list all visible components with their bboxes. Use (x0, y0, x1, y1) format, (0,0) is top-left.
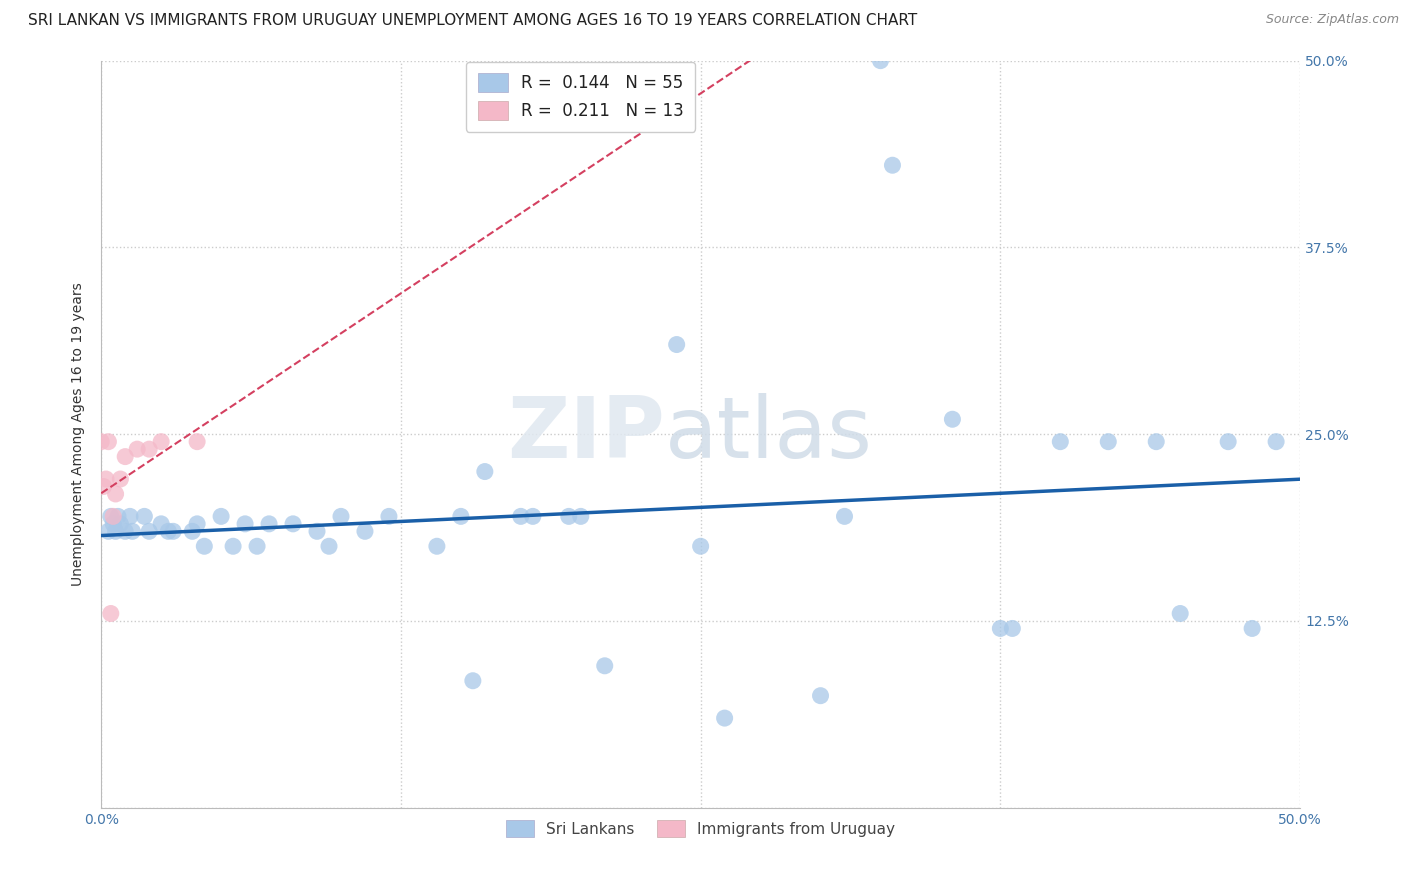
Point (93, 479, 115, 493)
Point (522, 509, 544, 524)
Point (810, 689, 832, 703)
Legend: Sri Lankans, Immigrants from Uruguay: Sri Lankans, Immigrants from Uruguay (499, 812, 903, 845)
Point (118, 509, 141, 524)
Point (157, 524, 180, 539)
Point (593, 658, 616, 673)
Point (90, 434, 112, 449)
Point (110, 472, 132, 486)
Point (558, 509, 581, 524)
Point (318, 539, 340, 553)
Point (233, 516, 256, 531)
Point (100, 509, 122, 524)
Point (1144, 434, 1167, 449)
Point (209, 509, 232, 524)
Point (107, 509, 129, 524)
Point (222, 539, 245, 553)
Point (689, 539, 711, 553)
Point (121, 524, 143, 539)
Point (138, 524, 160, 539)
Point (104, 487, 127, 501)
Point (103, 509, 125, 524)
Point (114, 524, 136, 539)
Point (162, 524, 184, 539)
Point (134, 509, 156, 524)
Point (181, 524, 204, 539)
Point (127, 442, 149, 457)
Point (138, 442, 160, 457)
Point (882, 158, 904, 172)
Point (1168, 607, 1191, 621)
Point (988, 622, 1011, 636)
Point (97, 524, 120, 539)
Point (1241, 622, 1264, 636)
Point (97, 434, 120, 449)
Point (354, 524, 377, 539)
Point (114, 450, 136, 464)
Point (104, 524, 127, 539)
Point (509, 509, 531, 524)
Point (330, 509, 353, 524)
Point (150, 516, 173, 531)
Text: atlas: atlas (665, 392, 873, 475)
Text: Source: ZipAtlas.com: Source: ZipAtlas.com (1265, 13, 1399, 27)
Text: ZIP: ZIP (508, 392, 665, 475)
Point (1049, 434, 1071, 449)
Point (110, 516, 132, 531)
Point (103, 516, 125, 531)
Point (193, 539, 215, 553)
Point (257, 516, 280, 531)
Point (665, 337, 688, 351)
Point (186, 516, 208, 531)
Point (461, 673, 484, 688)
Text: SRI LANKAN VS IMMIGRANTS FROM URUGUAY UNEMPLOYMENT AMONG AGES 16 TO 19 YEARS COR: SRI LANKAN VS IMMIGRANTS FROM URUGUAY UN… (28, 13, 917, 29)
Point (713, 711, 735, 725)
Point (450, 509, 472, 524)
Point (1265, 434, 1288, 449)
Point (834, 509, 856, 524)
Point (378, 509, 401, 524)
Point (1097, 434, 1119, 449)
Point (150, 434, 173, 449)
Point (100, 607, 122, 621)
Point (426, 539, 449, 553)
Point (941, 412, 963, 426)
Point (94, 472, 117, 486)
Point (1001, 622, 1024, 636)
Point (1218, 434, 1240, 449)
Point (869, 54, 891, 68)
Point (305, 524, 328, 539)
Point (281, 516, 304, 531)
Point (246, 539, 269, 553)
Point (186, 434, 208, 449)
Point (474, 465, 496, 479)
Point (569, 509, 592, 524)
Y-axis label: Unemployment Among Ages 16 to 19 years: Unemployment Among Ages 16 to 19 years (72, 283, 86, 586)
